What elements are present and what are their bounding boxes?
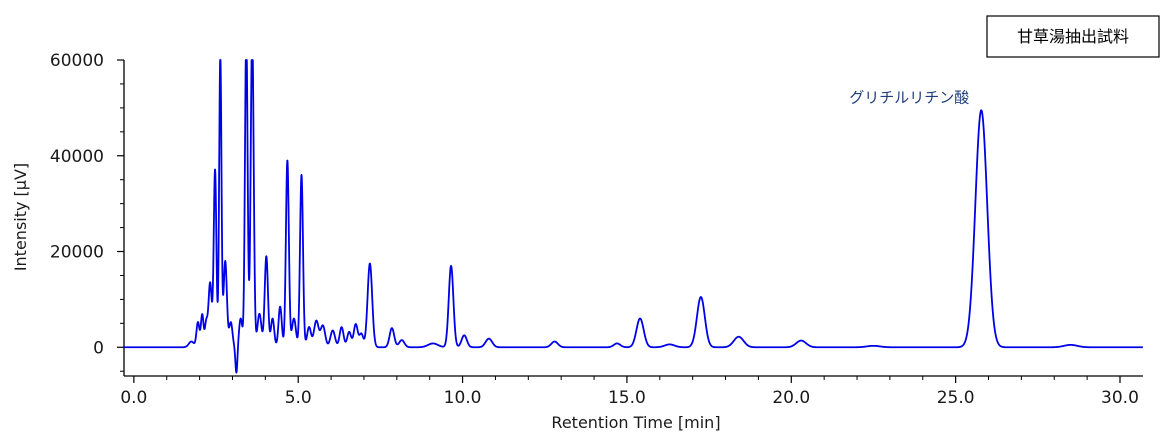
axes: 0.0 5.0 10.0 15.0 20.0 25.0 30.0 0 20000 40000 60… xyxy=(50,51,1143,408)
x-tick-label: 25.0 xyxy=(937,388,975,408)
x-tick-label: 30.0 xyxy=(1101,388,1139,408)
x-tick-label: 5.0 xyxy=(285,388,312,408)
x-tick-label: 0.0 xyxy=(120,388,147,408)
legend-label: 甘草湯抽出試料 xyxy=(1017,27,1129,46)
x-tick-label: 15.0 xyxy=(608,388,646,408)
x-ticks: 0.0 5.0 10.0 15.0 20.0 25.0 30.0 xyxy=(120,376,1139,408)
x-axis-title: Retention Time [min] xyxy=(551,413,720,432)
y-tick-label: 60000 xyxy=(50,51,104,71)
y-ticks: 0 20000 40000 60000 xyxy=(50,51,124,372)
peak-annotation: グリチルリチン酸 xyxy=(849,88,969,106)
x-tick-label: 10.0 xyxy=(444,388,482,408)
legend-box xyxy=(986,15,1160,58)
chromatogram-trace xyxy=(123,59,1144,374)
y-tick-label: 40000 xyxy=(50,147,104,167)
y-axis-title: Intensity [μV] xyxy=(11,163,30,271)
y-tick-label: 20000 xyxy=(50,243,104,263)
y-tick-label: 0 xyxy=(93,338,104,358)
annotations: グリチルリチン酸 xyxy=(849,88,969,106)
x-tick-label: 20.0 xyxy=(772,388,810,408)
legend: 甘草湯抽出試料 xyxy=(986,15,1160,58)
